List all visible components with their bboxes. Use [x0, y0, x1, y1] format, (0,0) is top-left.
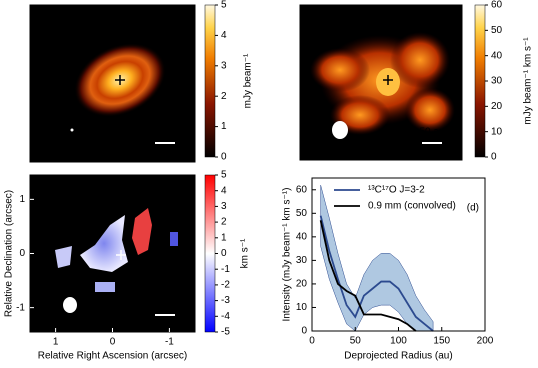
colorbar-tick-label: 0 — [221, 248, 227, 259]
y-tick-label: 1 — [19, 194, 25, 205]
colorbar-tick-label: -5 — [221, 327, 230, 338]
colorbar-label: mJy beam⁻¹ km s⁻¹ — [523, 37, 534, 125]
series-line — [319, 215, 434, 332]
scale-label: 50 au — [152, 299, 177, 310]
beam — [332, 121, 348, 139]
frame — [29, 4, 196, 163]
colorbar-tick-label: -1 — [221, 264, 230, 275]
x-tick-label: 200 — [477, 336, 494, 347]
panel-label: (b) — [444, 14, 456, 25]
y-tick-label: 0 — [301, 326, 307, 337]
colorbar-tick-label: 3 — [221, 201, 227, 212]
y-tick-label: 20 — [296, 279, 308, 290]
center-marker — [116, 250, 126, 260]
colorbar-tick-label: 10 — [491, 126, 503, 137]
colorbar-tick-label: 0 — [491, 152, 497, 163]
scale-label: 50 au — [152, 129, 177, 140]
colorbar-tick-label: 3 — [221, 60, 227, 71]
panel-title: 0.9 mm (2015) — [38, 14, 103, 25]
colorbar-tick-label: 4 — [221, 185, 227, 196]
colorbar-tick-label: -4 — [221, 311, 230, 322]
colorbar-tick-label: 0 — [221, 152, 227, 163]
colorbar-tick-label: 40 — [491, 50, 503, 61]
colorbar — [474, 4, 486, 158]
colorbar-tick-label: -3 — [221, 295, 230, 306]
scale-label: 50 au — [419, 127, 444, 138]
colorbar-tick-label: -2 — [221, 280, 230, 291]
colorbar-tick-label: 30 — [491, 76, 503, 87]
colorbar — [204, 4, 216, 158]
x-tick-label: 1 — [53, 337, 59, 348]
x-tick-label: 0 — [309, 336, 315, 347]
colorbar-tick-label: 50 — [491, 25, 503, 36]
colorbar-tick-label: 1 — [221, 232, 227, 243]
y-axis-label: Intensity (mJy beam⁻¹ km s⁻¹) — [282, 188, 293, 322]
panel-label: (d) — [467, 203, 479, 214]
center-marker — [115, 75, 125, 85]
colorbar-tick-label: 60 — [491, 0, 503, 11]
panel-title: ¹³C¹⁷O J=3-2 — [38, 184, 95, 195]
colorbar-label: km s⁻¹ — [240, 238, 251, 268]
x-tick-label: 50 — [350, 336, 362, 347]
colorbar — [204, 174, 216, 333]
beam — [63, 297, 77, 313]
legend-label: 0.9 mm (convolved) — [368, 201, 456, 212]
colorbar-tick-label: 2 — [221, 217, 227, 228]
frame — [299, 4, 463, 161]
y-tick-label: 40 — [296, 231, 308, 242]
legend-label: ¹³C¹⁷O J=3-2 — [368, 185, 425, 196]
y-tick-label: 50 — [296, 208, 308, 219]
beam — [70, 128, 74, 132]
center-marker — [383, 75, 393, 85]
y-tick-label: 10 — [296, 302, 308, 313]
x-tick-label: 150 — [433, 336, 450, 347]
y-tick-label: 30 — [296, 255, 308, 266]
series-line — [319, 220, 417, 332]
y-tick-label: 60 — [296, 184, 308, 195]
colorbar-tick-label: 5 — [221, 170, 227, 181]
emission — [310, 32, 455, 135]
panel-label: (a) — [177, 14, 189, 25]
y-tick-label: -1 — [16, 302, 25, 313]
x-axis-label: Deprojected Radius (au) — [344, 351, 452, 362]
panel-title: ¹³C¹⁷O J=3-2 — [308, 14, 365, 25]
x-axis-label: Relative Right Ascension (arcsec) — [38, 351, 188, 362]
colorbar-tick-label: 2 — [221, 91, 227, 102]
panel-label: (c) — [177, 184, 189, 195]
y-axis-label: Relative Declination (arcsec) — [4, 190, 15, 317]
velocity-map — [55, 208, 178, 292]
x-tick-label: 0 — [110, 337, 116, 348]
colorbar-label: mJy beam⁻¹ — [243, 53, 254, 108]
colorbar-tick-label: 1 — [221, 121, 227, 132]
x-tick-label: 100 — [390, 336, 407, 347]
x-tick-label: -1 — [165, 337, 174, 348]
y-tick-label: 0 — [19, 248, 25, 259]
colorbar-tick-label: 5 — [221, 0, 227, 11]
colorbar-tick-label: 4 — [221, 30, 227, 41]
colorbar-tick-label: 20 — [491, 101, 503, 112]
